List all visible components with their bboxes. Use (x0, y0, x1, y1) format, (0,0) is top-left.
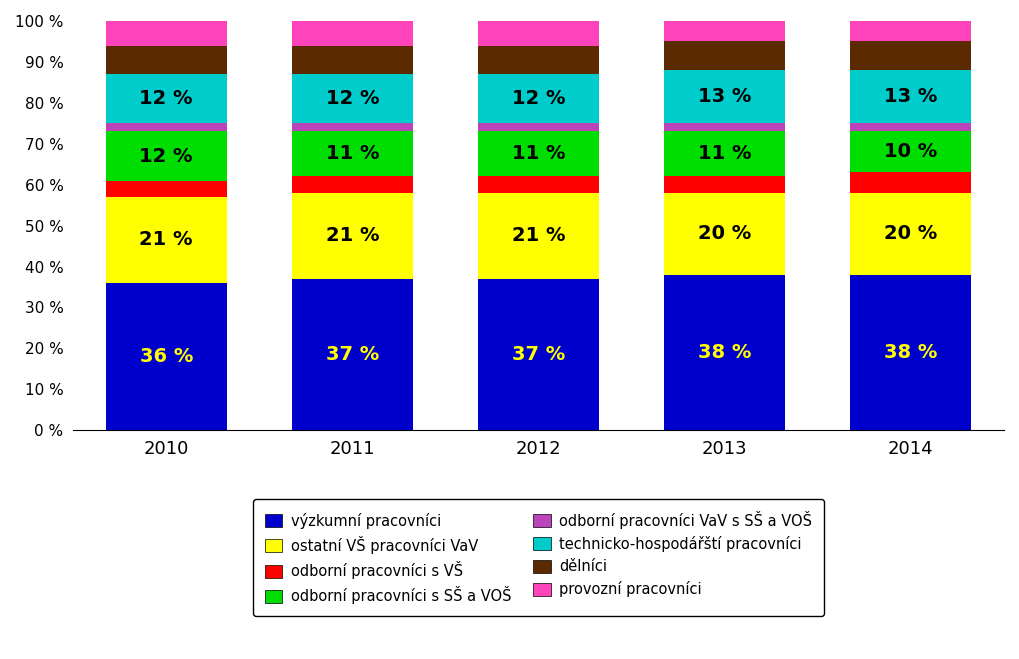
Bar (478, 74, 599, 123)
Text: 20 %: 20 % (698, 224, 751, 243)
Bar (851, 123, 971, 132)
Text: 21 %: 21 % (512, 226, 566, 245)
Bar (664, 177, 786, 193)
Bar (291, 45, 413, 74)
Bar (291, 74, 413, 123)
Bar (851, 193, 971, 275)
Bar (291, 279, 413, 430)
Bar (851, 173, 971, 193)
Bar (851, 132, 971, 173)
Bar (664, 21, 786, 42)
Text: 36 %: 36 % (140, 347, 193, 366)
Bar (291, 21, 413, 45)
Legend: výzkumní pracovníci, ostatní VŠ pracovníci VaV, odborní pracovníci s VŠ, odborní: výzkumní pracovníci, ostatní VŠ pracovní… (253, 499, 824, 616)
Bar (106, 123, 226, 132)
Bar (664, 123, 786, 132)
Text: 11 %: 11 % (512, 144, 566, 163)
Text: 20 %: 20 % (884, 224, 937, 243)
Bar (106, 21, 226, 45)
Text: 10 %: 10 % (884, 142, 937, 161)
Bar (851, 21, 971, 42)
Text: 13 %: 13 % (698, 87, 751, 106)
Text: 21 %: 21 % (326, 226, 379, 245)
Bar (851, 70, 971, 123)
Bar (106, 74, 226, 123)
Bar (664, 42, 786, 70)
Bar (106, 181, 226, 197)
Text: 13 %: 13 % (884, 87, 937, 106)
Text: 38 %: 38 % (884, 343, 937, 362)
Text: 21 %: 21 % (140, 231, 193, 249)
Bar (478, 177, 599, 193)
Bar (478, 45, 599, 74)
Bar (478, 132, 599, 177)
Bar (106, 132, 226, 181)
Text: 12 %: 12 % (326, 89, 379, 108)
Text: 12 %: 12 % (140, 146, 193, 165)
Bar (478, 279, 599, 430)
Text: 11 %: 11 % (326, 144, 379, 163)
Bar (106, 45, 226, 74)
Text: 12 %: 12 % (512, 89, 566, 108)
Bar (478, 193, 599, 279)
Bar (106, 283, 226, 430)
Bar (664, 70, 786, 123)
Text: 37 %: 37 % (512, 345, 566, 364)
Bar (291, 193, 413, 279)
Bar (478, 123, 599, 132)
Text: 37 %: 37 % (326, 345, 379, 364)
Bar (664, 275, 786, 430)
Text: 38 %: 38 % (698, 343, 751, 362)
Bar (851, 42, 971, 70)
Text: 12 %: 12 % (140, 89, 193, 108)
Bar (291, 177, 413, 193)
Bar (291, 132, 413, 177)
Bar (664, 193, 786, 275)
Bar (851, 275, 971, 430)
Bar (478, 21, 599, 45)
Bar (664, 132, 786, 177)
Bar (291, 123, 413, 132)
Text: 11 %: 11 % (698, 144, 751, 163)
Bar (106, 197, 226, 283)
